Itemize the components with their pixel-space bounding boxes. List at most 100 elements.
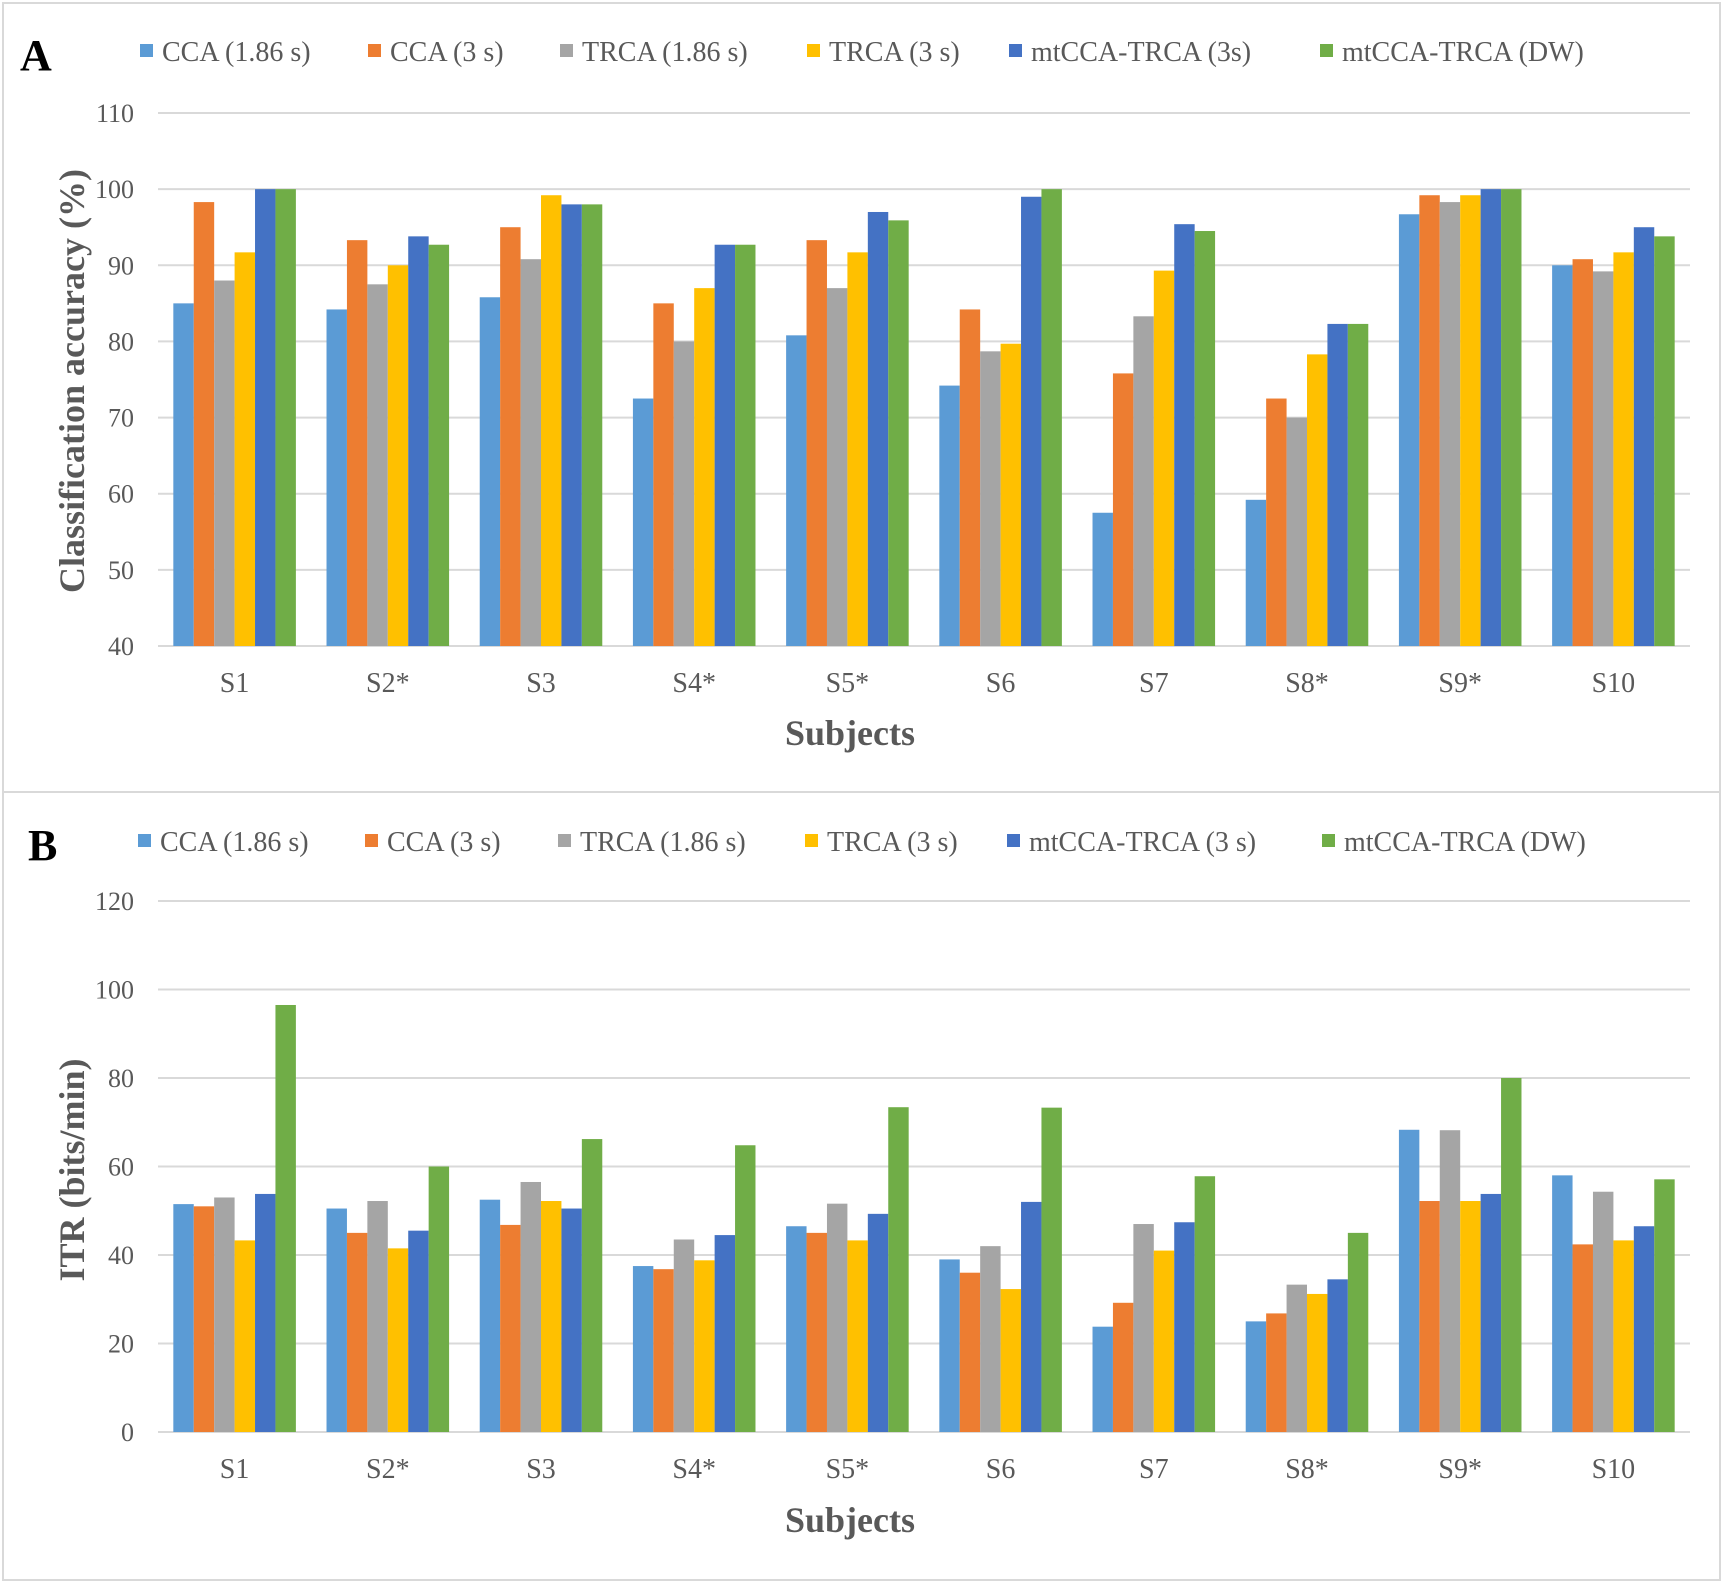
itr-y-tick-label: 40: [108, 1241, 134, 1270]
itr-bar: [234, 1240, 256, 1432]
itr-y-tick-label: 120: [95, 887, 134, 916]
accuracy-bar: [275, 189, 296, 646]
itr-legend-label: CCA (1.86 s): [160, 827, 309, 858]
itr-bar: [653, 1269, 674, 1432]
itr-bar: [1174, 1222, 1195, 1432]
itr-bar: [1654, 1179, 1675, 1432]
panel-b-label: B: [28, 821, 57, 870]
accuracy-y-tick-label: 80: [108, 327, 134, 356]
accuracy-x-tick-label: S1: [220, 668, 250, 699]
itr-bar: [408, 1230, 429, 1432]
itr-bar: [326, 1208, 347, 1432]
accuracy-bar: [1307, 354, 1328, 646]
itr-bar: [1327, 1279, 1348, 1432]
accuracy-bar: [1654, 236, 1675, 646]
itr-chart-svg: B CCA (1.86 s) CCA (3 s) TRCA (1.86 s) TRCA…: [28, 821, 1690, 1540]
itr-bar: [1133, 1224, 1154, 1432]
itr-y-tick-label: 100: [95, 976, 134, 1005]
accuracy-bar: [193, 202, 215, 646]
itr-bar: [1460, 1201, 1481, 1432]
accuracy-bar: [1021, 196, 1042, 646]
itr-bar: [1572, 1244, 1593, 1432]
itr-bar: [1398, 1129, 1420, 1432]
accuracy-bar: [1194, 231, 1216, 646]
itr-bar: [1266, 1313, 1287, 1432]
accuracy-bar: [1501, 189, 1522, 646]
accuracy-bar: [255, 189, 276, 646]
itr-bar: [1480, 1193, 1502, 1432]
itr-x-tick-label: S2*: [366, 1454, 410, 1485]
itr-bar: [847, 1240, 868, 1432]
itr-bar: [1112, 1302, 1134, 1432]
itr-y-ticks: 0 20 40 60 80 100 120: [95, 887, 134, 1447]
accuracy-legend-label: mtCCA-TRCA (3s): [1031, 37, 1251, 68]
accuracy-legend-swatch: [560, 44, 573, 57]
itr-bar: [1041, 1107, 1062, 1432]
accuracy-bar: [1266, 398, 1287, 646]
accuracy-y-axis-title: Classification accuracy (%): [52, 169, 92, 593]
itr-x-tick-label: S1: [220, 1454, 250, 1485]
itr-legend-swatch: [1007, 834, 1020, 847]
accuracy-legend-swatch: [368, 44, 381, 57]
accuracy-bar: [806, 240, 827, 646]
accuracy-bar: [500, 227, 521, 646]
accuracy-bar: [1439, 202, 1461, 646]
accuracy-legend-label: CCA (1.86 s): [162, 37, 311, 68]
itr-bar: [1021, 1201, 1042, 1432]
accuracy-legend: CCA (1.86 s) CCA (3 s) TRCA (1.86 s) TRCA (…: [140, 37, 1584, 68]
accuracy-legend-swatch: [140, 44, 153, 57]
itr-bar: [1439, 1130, 1461, 1432]
accuracy-bar: [867, 211, 889, 646]
itr-legend-label: TRCA (3 s): [827, 827, 958, 858]
accuracy-bar: [653, 303, 674, 646]
itr-bar: [867, 1213, 889, 1432]
itr-bar: [806, 1232, 827, 1432]
itr-x-tick-label: S8*: [1285, 1454, 1329, 1485]
itr-x-tick-label: S10: [1592, 1454, 1636, 1485]
accuracy-bar: [786, 335, 807, 646]
itr-bar: [387, 1248, 409, 1432]
itr-bar: [959, 1272, 981, 1432]
itr-x-ticks: S1 S2* S3 S4* S5* S6 S7 S8* S9* S10: [220, 1454, 1635, 1485]
itr-bar: [714, 1235, 736, 1432]
accuracy-y-tick-label: 40: [108, 632, 134, 661]
itr-bar: [1613, 1240, 1634, 1432]
accuracy-bar: [1347, 323, 1369, 646]
accuracy-bar: [1398, 214, 1420, 646]
accuracy-legend-label: CCA (3 s): [390, 37, 504, 68]
itr-x-tick-label: S4*: [672, 1454, 716, 1485]
itr-bar: [1286, 1284, 1307, 1432]
itr-x-tick-label: S7: [1139, 1454, 1169, 1485]
accuracy-x-axis-title: Subjects: [785, 713, 915, 753]
accuracy-bar: [561, 204, 582, 646]
accuracy-bar: [367, 284, 388, 646]
itr-legend-label: CCA (3 s): [387, 827, 501, 858]
itr-legend-swatch: [558, 834, 571, 847]
accuracy-x-tick-label: S5*: [826, 668, 870, 699]
itr-bar: [1501, 1078, 1522, 1432]
itr-y-tick-label: 0: [121, 1418, 134, 1447]
accuracy-bar: [326, 309, 347, 646]
accuracy-bar: [1480, 189, 1502, 646]
itr-bar: [1307, 1293, 1328, 1432]
itr-bar: [1419, 1201, 1440, 1432]
accuracy-y-tick-label: 90: [108, 251, 134, 280]
accuracy-x-tick-label: S2*: [366, 668, 410, 699]
itr-bar: [1347, 1232, 1369, 1432]
itr-bar: [581, 1139, 603, 1432]
itr-bar: [1000, 1289, 1022, 1432]
accuracy-legend-label: TRCA (1.86 s): [582, 37, 748, 68]
itr-legend-swatch: [1322, 834, 1335, 847]
accuracy-y-tick-label: 50: [108, 556, 134, 585]
accuracy-bar: [541, 195, 562, 646]
accuracy-x-tick-label: S4*: [672, 668, 716, 699]
itr-bar: [826, 1203, 848, 1432]
panel-b-itr-chart: B CCA (1.86 s) CCA (3 s) TRCA (1.86 s) TRCA…: [2, 791, 1721, 1581]
accuracy-y-ticks: 40 50 60 70 80 90 100 110: [95, 99, 134, 661]
accuracy-bar: [1112, 373, 1134, 646]
accuracy-bar: [735, 244, 756, 646]
itr-bar: [428, 1166, 450, 1432]
accuracy-legend-label: TRCA (3 s): [829, 37, 960, 68]
itr-bar: [346, 1232, 368, 1432]
accuracy-bar: [1460, 195, 1481, 646]
